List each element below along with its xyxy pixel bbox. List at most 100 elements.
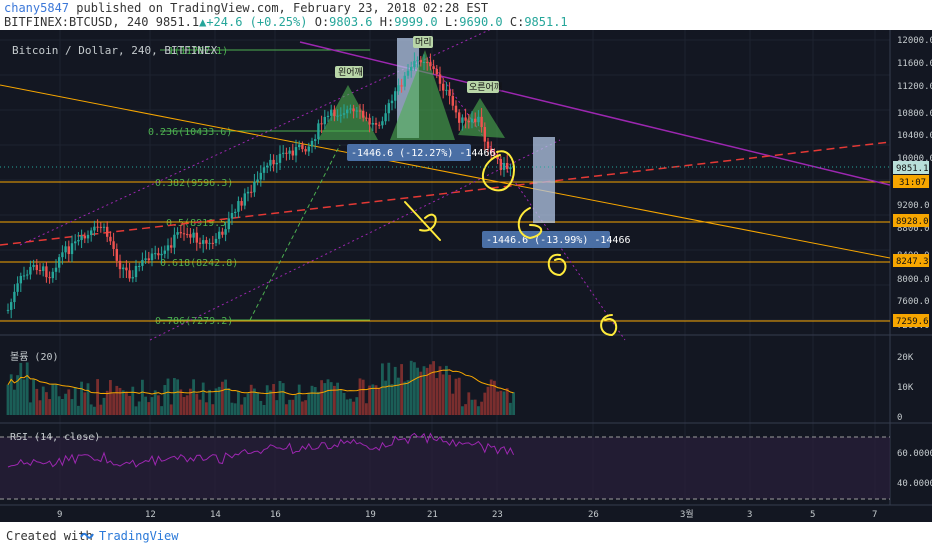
candle-body <box>320 123 323 125</box>
price-tick: 11200.0 <box>897 82 932 92</box>
horizontal-levels[interactable] <box>0 181 890 322</box>
candle-body <box>422 62 426 64</box>
volume-ma <box>7 369 514 396</box>
candle-body <box>173 234 176 248</box>
volume-bar <box>502 391 506 415</box>
measure-box-2[interactable] <box>533 137 555 223</box>
candle-body <box>259 172 262 180</box>
volume-bar <box>457 377 461 415</box>
volume-bar <box>371 384 375 415</box>
candle-body <box>346 109 349 114</box>
volume-axis: 20K 10K 0 <box>897 353 914 423</box>
publish-header: chany5847 published on TradingView.com, … <box>0 0 932 29</box>
candle-body <box>208 242 211 244</box>
time-tick: 16 <box>270 510 281 520</box>
red-dashed-trendline[interactable] <box>0 141 891 246</box>
rsi-title[interactable]: RSI (14, close) <box>10 432 100 443</box>
candle-body <box>304 149 307 152</box>
channel-down[interactable] <box>429 59 626 341</box>
author-link[interactable]: chany5847 <box>4 1 70 15</box>
volume-bar <box>16 375 19 415</box>
volume-bar <box>317 391 320 415</box>
volume-bar <box>390 384 394 415</box>
price-tick: 12000.0 <box>897 36 932 46</box>
candle-body <box>6 309 10 311</box>
volume-bar <box>486 386 490 415</box>
time-tick: 23 <box>492 510 503 520</box>
volume-bar <box>297 384 301 415</box>
volume-bar <box>509 402 512 415</box>
candle-body <box>464 117 467 121</box>
candle-body <box>83 235 86 239</box>
volume-bar <box>54 384 58 415</box>
candle-body <box>416 60 419 62</box>
candle-body <box>448 89 451 96</box>
fib-label: 1(11787.1) <box>168 46 228 57</box>
volume-bar <box>285 404 288 415</box>
volume-bar <box>448 374 451 415</box>
volume-bar <box>441 374 445 415</box>
tradingview-brand-link[interactable]: TradingView <box>99 529 179 543</box>
volume-bar <box>288 399 291 415</box>
candle-body <box>186 234 189 236</box>
volume-bar <box>112 393 115 415</box>
time-tick: 19 <box>365 510 376 520</box>
hand-drawn-annotations[interactable] <box>404 150 618 337</box>
chart-svg[interactable]: 1(11787.1) 0.236(10433.6) 0.382(9596.3) … <box>0 30 932 522</box>
volume-bar <box>201 382 205 415</box>
candle-body <box>144 258 147 260</box>
arrow-annotation <box>404 201 441 241</box>
candle-body <box>224 229 227 235</box>
volume-bar <box>217 386 221 415</box>
candle-body <box>314 139 317 141</box>
volume-bar <box>272 384 275 415</box>
candle-body <box>211 242 214 244</box>
volume-bar <box>419 371 423 415</box>
volume-bar <box>198 399 202 415</box>
volume-bar <box>147 402 151 415</box>
volume-bar <box>429 364 432 415</box>
volume-bar <box>118 387 122 415</box>
volume-bar <box>464 404 467 415</box>
volume-bar <box>205 402 208 415</box>
volume-bar <box>246 393 250 415</box>
volume-bar <box>64 393 67 415</box>
rsi-tick: 40.0000 <box>897 479 932 489</box>
volume-bar <box>435 378 439 415</box>
measure-label-2-bg <box>482 231 610 248</box>
volume-bar <box>41 386 45 415</box>
volume-bar <box>307 392 311 415</box>
candle-body <box>234 211 237 213</box>
ohlc-open: 9803.6 <box>329 15 373 29</box>
candle-body <box>198 242 202 244</box>
chart-area[interactable]: 1(11787.1) 0.236(10433.6) 0.382(9596.3) … <box>0 30 932 522</box>
time-tick: 7 <box>872 510 877 520</box>
candle-body <box>288 150 291 154</box>
orange-trendline[interactable] <box>0 84 891 259</box>
candle-body <box>45 266 48 278</box>
candle-body <box>147 258 150 261</box>
candle-body <box>102 226 106 228</box>
candle-body <box>67 246 70 255</box>
volume-title[interactable]: 볼륨 (20) <box>10 351 59 363</box>
candle-body <box>189 234 192 238</box>
price-tags: 9851.1 31:07 8928.0 8247.3 7259.6 <box>893 161 929 327</box>
l-label: L: <box>444 15 460 29</box>
fib-trend[interactable] <box>249 144 341 321</box>
created-with-label: Created with <box>6 529 93 543</box>
candle-body <box>390 100 394 104</box>
candle-body <box>48 277 51 279</box>
channel-lower[interactable] <box>149 139 561 341</box>
price-tick: 10400.0 <box>897 131 932 141</box>
candle-body <box>13 291 16 303</box>
candle-body <box>182 233 186 235</box>
time-axis[interactable]: 9 12 14 16 19 21 23 26 3월 3 5 7 <box>57 508 877 520</box>
measure-label-2: -1446.6 (-13.99%) -14466 <box>486 235 631 246</box>
volume-bar <box>269 390 272 415</box>
volume-bar <box>345 399 349 415</box>
volume-bar <box>230 402 234 415</box>
wave-1-annotation <box>517 207 543 240</box>
symbol-legend[interactable]: Bitcoin / Dollar, 240, BITFINEX <box>12 44 218 57</box>
volume-bar <box>73 387 77 415</box>
volume-bar <box>141 379 144 415</box>
